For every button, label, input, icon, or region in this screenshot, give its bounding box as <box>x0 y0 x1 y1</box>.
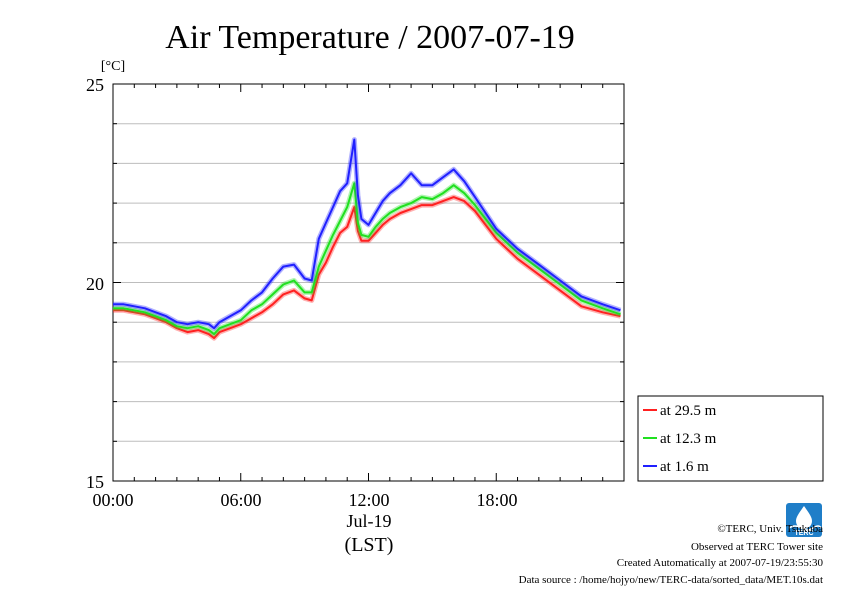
series-halo-1 <box>113 180 622 337</box>
y-axis-unit: [°C] <box>101 59 125 74</box>
x-date-label: Jul-19 <box>347 511 392 531</box>
series-line-0 <box>113 196 621 340</box>
legend-item-29-5m: at 29.5 m <box>643 403 717 419</box>
legend-label-29-5m: at 29.5 m <box>660 403 717 419</box>
series-line-1 <box>113 182 621 336</box>
x-tick-label-1200: 12:00 <box>348 490 389 510</box>
created-timestamp-text: Created Automatically at 2007-07-19/23:5… <box>617 557 824 569</box>
x-tick-label-0000: 00:00 <box>92 490 133 510</box>
chart-title: Air Temperature / 2007-07-19 <box>165 19 575 56</box>
y-tick-label-15: 15 <box>86 472 104 492</box>
observation-site-text: Observed at TERC Tower site <box>691 541 823 553</box>
series-line-2 <box>113 138 621 330</box>
legend-label-12-3m: at 12.3 m <box>660 431 717 447</box>
water-drop-icon <box>796 506 812 529</box>
copyright-text: ©TERC, Univ. Tsukuba <box>717 523 823 535</box>
y-tick-label-25: 25 <box>86 75 104 95</box>
x-axis-label: (LST) <box>345 534 394 556</box>
x-tick-label-0600: 06:00 <box>220 490 261 510</box>
axis-ticks <box>112 83 625 482</box>
series-lines <box>113 137 622 341</box>
data-source-text: Data source : /home/hojyo/new/TERC-data/… <box>519 574 823 586</box>
legend-box <box>637 395 824 482</box>
terc-logo: TERC <box>786 503 822 537</box>
legend-item-12-3m: at 12.3 m <box>643 431 717 447</box>
x-tick-label-1800: 18:00 <box>476 490 517 510</box>
logo-text: TERC <box>794 530 813 537</box>
wave-icon <box>788 525 822 531</box>
legend-item-1-6m: at 1.6 m <box>643 459 709 475</box>
legend: at 29.5 m at 12.3 m at 1.6 m <box>637 395 824 482</box>
legend-label-1-6m: at 1.6 m <box>660 459 709 475</box>
y-tick-label-20: 20 <box>86 274 104 294</box>
